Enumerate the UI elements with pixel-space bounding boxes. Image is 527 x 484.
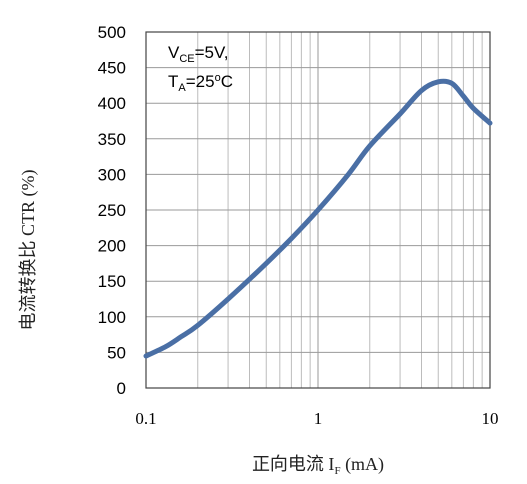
y-tick-label: 250 bbox=[98, 201, 126, 220]
y-tick-label: 400 bbox=[98, 94, 126, 113]
x-axis-title: 正向电流 IF (mA) bbox=[252, 454, 384, 477]
plot-frame bbox=[145, 31, 491, 389]
series-line bbox=[143, 78, 493, 359]
y-tick-label: 500 bbox=[98, 23, 126, 42]
x-tick-label: 10 bbox=[482, 409, 499, 428]
y-tick-label: 50 bbox=[107, 343, 126, 362]
y-tick-labels: 0 50 100 150 200 250 300 350 400 450 500 bbox=[98, 23, 126, 398]
y-axis-title: 电流转换比 CTR (%) bbox=[18, 170, 39, 331]
y-tick-label: 100 bbox=[98, 308, 126, 327]
annotation-ta: TA=25oC bbox=[168, 72, 233, 94]
y-tick-label: 450 bbox=[98, 59, 126, 78]
x-tick-label: 1 bbox=[314, 409, 323, 428]
y-tick-label: 350 bbox=[98, 130, 126, 149]
x-tick-labels: 0.1 1 10 bbox=[135, 409, 498, 428]
annotation-vce: VCE=5V, bbox=[168, 43, 229, 65]
y-tick-label: 200 bbox=[98, 237, 126, 256]
y-tick-label: 0 bbox=[117, 379, 126, 398]
x-tick-label: 0.1 bbox=[135, 409, 156, 428]
y-tick-label: 300 bbox=[98, 165, 126, 184]
y-tick-label: 150 bbox=[98, 272, 126, 291]
